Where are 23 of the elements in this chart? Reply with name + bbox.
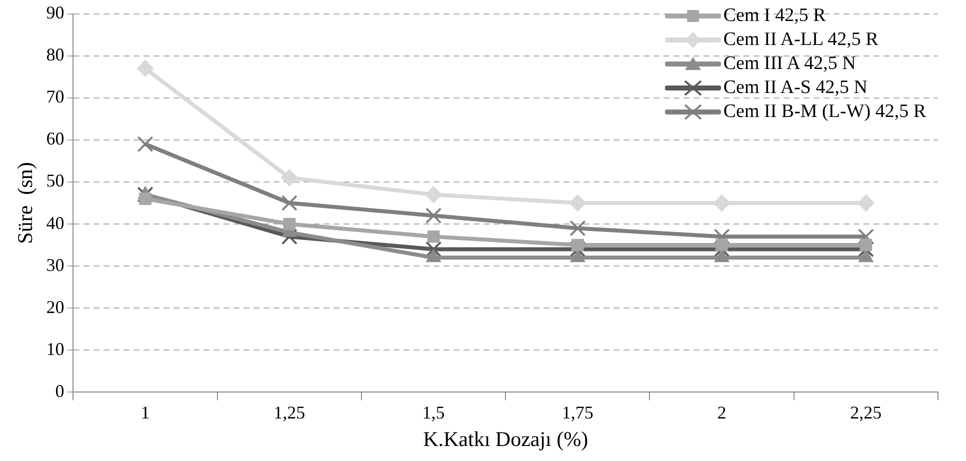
x-tick-label: 2	[717, 402, 726, 423]
y-tick-label: 10	[46, 338, 64, 359]
legend-label: Cem II A-LL 42,5 R	[723, 28, 878, 52]
legend-label: Cem III A 42,5 N	[723, 52, 856, 76]
x-tick-label: 2,25	[850, 402, 882, 423]
x-tick-label: 1,75	[562, 402, 594, 423]
legend-label: Cem II A-S 42,5 N	[723, 76, 868, 100]
y-tick-label: 20	[46, 296, 64, 317]
legend-label: Cem II B-M (L-W) 42,5 R	[723, 100, 926, 124]
y-tick-label: 70	[46, 86, 64, 107]
x-tick-label: 1,5	[422, 402, 445, 423]
y-tick-label: 30	[46, 254, 64, 275]
y-tick-label: 80	[46, 44, 64, 65]
y-tick-label: 40	[46, 212, 64, 233]
y-tick-label: 90	[46, 2, 64, 23]
legend-label: Cem I 42,5 R	[723, 4, 826, 28]
x-tick-label: 1	[140, 402, 150, 423]
y-tick-label: 60	[46, 128, 64, 149]
x-tick-label: 1,25	[274, 402, 306, 423]
x-axis-title: K.Katkı Dozajı (%)	[423, 426, 588, 451]
y-tick-label: 50	[46, 170, 64, 191]
y-axis-title: Süre (sn)	[13, 162, 38, 244]
y-tick-label: 0	[55, 380, 64, 401]
